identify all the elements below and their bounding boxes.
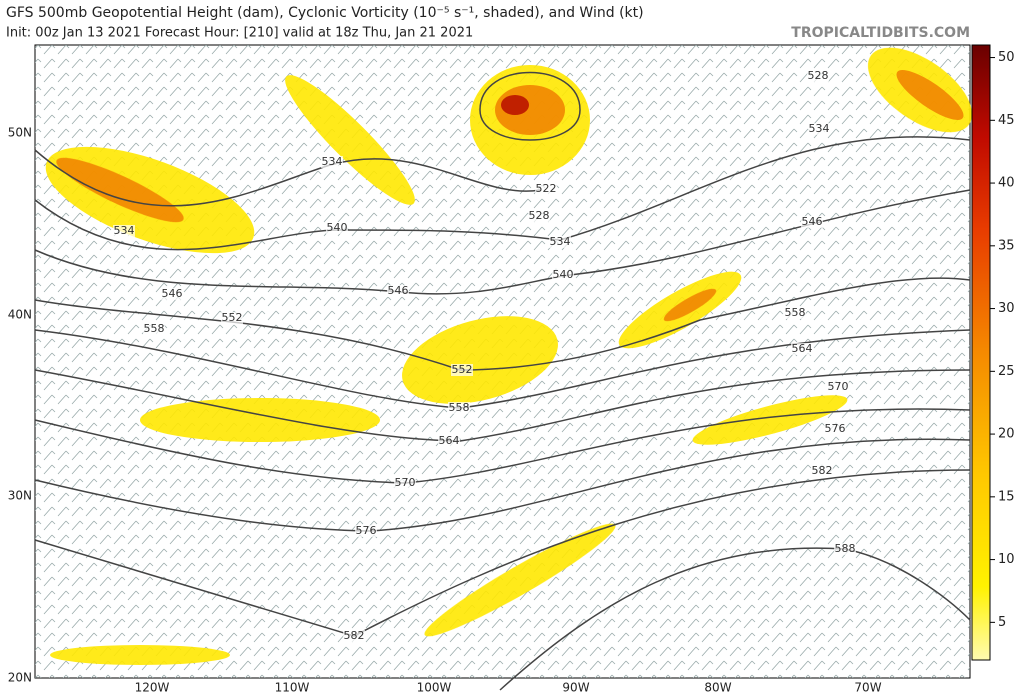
- subtitle: Init: 00z Jan 13 2021 Forecast Hour: [21…: [6, 26, 473, 41]
- contour-label-bg: [827, 381, 849, 393]
- contour-label-bg: [343, 630, 365, 642]
- contour-label: 540: [553, 268, 574, 281]
- contour-label-bg: [807, 70, 829, 82]
- contour-label: 570: [395, 476, 416, 489]
- contour-label: 522: [536, 182, 557, 195]
- contour-label-bg: [552, 269, 574, 281]
- contour-label-bg: [535, 183, 557, 195]
- contour-label: 558: [144, 322, 165, 335]
- lat-label: 20N: [8, 671, 32, 685]
- colorbar-tick-label: 45: [998, 113, 1015, 128]
- contour-label-bg: [811, 465, 833, 477]
- contour-label-bg: [549, 236, 571, 248]
- lon-label: 70W: [854, 681, 881, 695]
- contour-label-bg: [451, 364, 473, 376]
- contour-label-bg: [438, 435, 460, 447]
- map: 534 540 546 552 558 546 534 552 558 564 570 576 582 5…: [34, 44, 973, 691]
- lon-label: 110W: [275, 681, 310, 695]
- contour-label: 558: [449, 401, 470, 414]
- colorbar-tick-label: 15: [998, 489, 1015, 504]
- contour-label-bg: [321, 156, 343, 168]
- contour-label: 540: [327, 221, 348, 234]
- contour-label: 552: [222, 311, 243, 324]
- contour-label: 552: [452, 363, 473, 376]
- contour-label: 528: [529, 209, 550, 222]
- contour-label-bg: [791, 343, 813, 355]
- contour-label: 576: [825, 422, 846, 435]
- contour-label: 528: [808, 69, 829, 82]
- contour-label-bg: [824, 423, 846, 435]
- contour-label: 534: [809, 122, 830, 135]
- contour-label-bg: [326, 222, 348, 234]
- watermark: TROPICALTIDBITS.COM: [791, 25, 970, 41]
- lat-label: 50N: [8, 126, 32, 140]
- contour-label: 582: [344, 629, 365, 642]
- contour-label: 558: [785, 306, 806, 319]
- contour-label: 546: [162, 287, 183, 300]
- contour-label: 534: [550, 235, 571, 248]
- contour-label-bg: [113, 225, 135, 237]
- contour-label: 564: [439, 434, 460, 447]
- contour-label-bg: [448, 402, 470, 414]
- contour-label-bg: [355, 525, 377, 537]
- contour-label-bg: [784, 307, 806, 319]
- contour-label-bg: [221, 312, 243, 324]
- lat-label: 30N: [8, 489, 32, 503]
- lon-label: 90W: [562, 681, 589, 695]
- lat-label: 40N: [8, 308, 32, 322]
- contour-label-bg: [528, 210, 550, 222]
- contour-label: 546: [802, 215, 823, 228]
- contour-label-bg: [143, 323, 165, 335]
- contour-label: 576: [356, 524, 377, 537]
- lon-label: 120W: [135, 681, 170, 695]
- colorbar-tick-label: 30: [998, 301, 1015, 316]
- contour-label-bg: [834, 543, 856, 555]
- contour-label: 588: [835, 542, 856, 555]
- contour-label: 534: [114, 224, 135, 237]
- colorbar-tick-label: 25: [998, 364, 1015, 379]
- colorbar-tick-label: 20: [998, 427, 1015, 442]
- contour-label: 534: [322, 155, 343, 168]
- contour-label-bg: [161, 288, 183, 300]
- contour-label: 582: [812, 464, 833, 477]
- contour-label-bg: [801, 216, 823, 228]
- contour-label: 570: [828, 380, 849, 393]
- colorbar-tick-label: 5: [998, 615, 1006, 630]
- contour-label: 546: [388, 284, 409, 297]
- title: GFS 500mb Geopotential Height (dam), Cyc…: [6, 5, 644, 21]
- contour-label-bg: [808, 123, 830, 135]
- lon-label: 80W: [704, 681, 731, 695]
- lon-label: 100W: [417, 681, 452, 695]
- contour-label-bg: [394, 477, 416, 489]
- contour-label-bg: [387, 285, 409, 297]
- contour-label: 564: [792, 342, 813, 355]
- colorbar-tick-label: 10: [998, 552, 1015, 567]
- colorbar-tick-label: 50: [998, 50, 1015, 65]
- colorbar: [971, 44, 991, 661]
- colorbar-tick-label: 35: [998, 238, 1015, 253]
- colorbar-tick-label: 40: [998, 176, 1015, 191]
